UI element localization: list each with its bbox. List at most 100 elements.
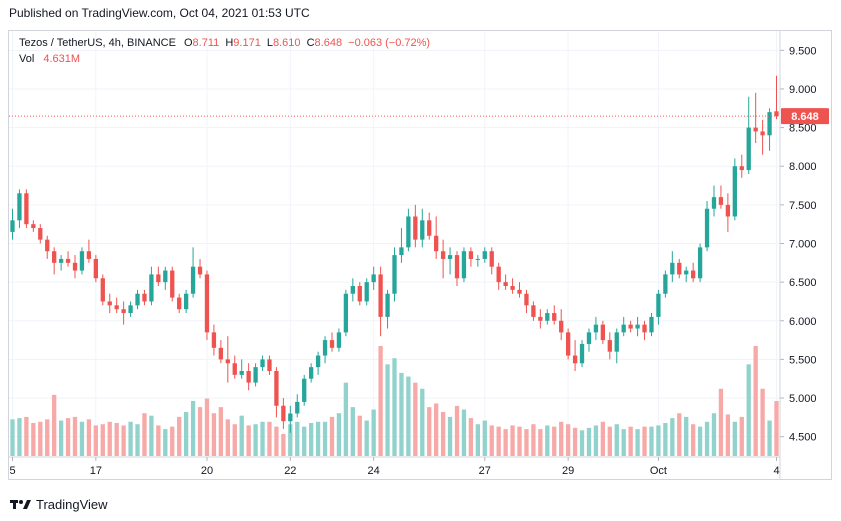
candle-body bbox=[302, 378, 307, 402]
candle-body bbox=[586, 332, 592, 344]
candlestick-chart[interactable]: 9.500 9.000 8.500 8.000 7.500 7.000 6.500 6.000… bbox=[0, 0, 841, 490]
symbol-label[interactable]: Tezos / TetherUS, 4h, BINANCE bbox=[19, 37, 176, 49]
candle-body bbox=[420, 220, 425, 240]
candle-body bbox=[760, 131, 765, 136]
volume-bar bbox=[322, 421, 328, 456]
candle-body bbox=[86, 251, 92, 259]
candle-body bbox=[156, 274, 161, 283]
volume-bar bbox=[496, 426, 501, 456]
candle-body bbox=[614, 332, 619, 352]
candle-body bbox=[315, 355, 321, 368]
candle-body bbox=[406, 216, 411, 248]
candle-body bbox=[38, 228, 43, 240]
candle-body bbox=[218, 347, 224, 360]
volume-bar bbox=[274, 426, 279, 456]
volume-bar bbox=[586, 427, 592, 456]
volume-bar bbox=[149, 415, 154, 456]
volume-bar bbox=[378, 346, 383, 456]
candle-body bbox=[607, 340, 612, 352]
candle-body bbox=[711, 197, 717, 209]
volume-bar bbox=[288, 424, 293, 456]
candle-body bbox=[524, 293, 529, 306]
candle-body bbox=[135, 293, 140, 306]
candle-body bbox=[427, 220, 432, 236]
candle-body bbox=[677, 262, 682, 275]
candle-body bbox=[204, 274, 210, 333]
candle-body bbox=[246, 371, 251, 383]
candle-body bbox=[447, 255, 453, 259]
price-tick-label: 7.500 bbox=[789, 200, 817, 212]
candle-body bbox=[322, 340, 328, 356]
volume-bar bbox=[343, 382, 349, 456]
candle-body bbox=[767, 112, 772, 136]
candle-body bbox=[79, 251, 85, 271]
volume-bar bbox=[135, 424, 140, 456]
tradingview-logo-icon[interactable] bbox=[10, 498, 32, 510]
volume-bar bbox=[440, 412, 446, 456]
candle-body bbox=[232, 363, 237, 375]
candle-body bbox=[552, 313, 557, 321]
volume-bar bbox=[489, 425, 494, 456]
volume-bar bbox=[17, 418, 22, 456]
candle-body bbox=[100, 278, 105, 302]
candle-body bbox=[489, 251, 494, 267]
candle-body bbox=[635, 324, 640, 329]
volume-bar bbox=[121, 425, 126, 456]
candle-body bbox=[343, 293, 349, 333]
volume-bar bbox=[739, 416, 744, 456]
volume-bar bbox=[531, 424, 536, 456]
candle-body bbox=[336, 332, 342, 348]
candle-body bbox=[295, 401, 300, 414]
volume-bar bbox=[79, 421, 85, 456]
volume-bar bbox=[10, 419, 15, 456]
candle-body bbox=[177, 297, 182, 310]
volume-bar bbox=[517, 426, 522, 456]
candle-body bbox=[649, 316, 654, 333]
candle-body bbox=[239, 371, 244, 375]
candle-body bbox=[663, 274, 668, 294]
volume-bar bbox=[86, 419, 92, 456]
volume-bar bbox=[559, 421, 564, 456]
candle-body bbox=[392, 255, 397, 294]
candle-body bbox=[440, 251, 446, 259]
volume-bar bbox=[406, 376, 411, 456]
volume-bar bbox=[329, 416, 335, 456]
close-label: C bbox=[306, 37, 315, 49]
volume-bar bbox=[614, 424, 619, 456]
volume-bar bbox=[656, 425, 661, 456]
high-label: H bbox=[225, 37, 234, 49]
volume-bar bbox=[545, 425, 550, 456]
price-tick-label: 6.500 bbox=[789, 277, 817, 289]
volume-bar bbox=[58, 420, 64, 456]
volume-bar bbox=[350, 407, 355, 456]
candle-body bbox=[350, 286, 355, 294]
volume-bar bbox=[746, 364, 751, 456]
price-tick-label: 5.500 bbox=[789, 354, 817, 366]
volume-bar bbox=[336, 413, 342, 456]
chart-legend: Tezos / TetherUS, 4h, BINANCE O8.711 H9.… bbox=[19, 35, 430, 67]
volume-bar bbox=[142, 413, 147, 456]
candle-body bbox=[114, 305, 119, 310]
candle-body bbox=[621, 324, 626, 333]
last-price-badge bbox=[781, 108, 829, 125]
volume-bar bbox=[267, 421, 272, 456]
volume-bar bbox=[447, 416, 453, 456]
volume-bar bbox=[461, 409, 467, 456]
low-label: L bbox=[266, 37, 273, 49]
candle-body bbox=[468, 251, 474, 259]
candle-body bbox=[475, 258, 480, 260]
candle-body bbox=[593, 324, 599, 333]
candle-body bbox=[142, 293, 147, 302]
volume-bar bbox=[211, 413, 217, 456]
volume-bar bbox=[552, 426, 557, 456]
tradingview-brand-text[interactable]: TradingView bbox=[36, 496, 108, 512]
time-tick-label: 22 bbox=[284, 465, 296, 477]
volume-bar bbox=[315, 421, 321, 456]
volume-label[interactable]: Vol bbox=[19, 53, 35, 65]
price-tick-label: 8.500 bbox=[789, 123, 817, 135]
volume-bar bbox=[572, 427, 578, 456]
volume-bar bbox=[72, 416, 78, 456]
candle-body bbox=[121, 309, 126, 314]
volume-bar bbox=[177, 416, 182, 456]
candle-body bbox=[52, 251, 57, 263]
